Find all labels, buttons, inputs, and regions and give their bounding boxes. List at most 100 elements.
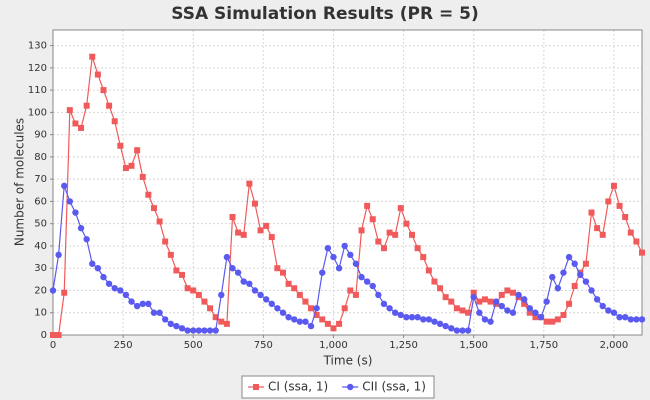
marker	[223, 253, 231, 261]
marker	[627, 229, 634, 236]
marker	[190, 327, 197, 334]
y-tick-label: 70	[34, 174, 47, 185]
marker	[253, 384, 259, 390]
marker	[352, 260, 360, 267]
marker	[341, 242, 348, 250]
marker	[262, 296, 270, 303]
marker	[464, 327, 472, 334]
marker	[532, 314, 539, 321]
marker	[504, 287, 511, 294]
marker	[285, 280, 292, 287]
marker	[487, 318, 494, 325]
marker	[111, 285, 118, 292]
x-tick-label: 1,750	[530, 340, 559, 351]
marker	[492, 298, 500, 305]
marker	[263, 222, 270, 229]
marker	[414, 313, 421, 321]
marker	[324, 244, 332, 252]
marker	[431, 318, 438, 325]
marker	[268, 234, 275, 241]
marker	[431, 278, 438, 285]
marker	[77, 224, 85, 232]
marker	[577, 271, 584, 279]
marker	[616, 313, 623, 321]
marker	[627, 316, 634, 323]
marker	[498, 302, 505, 310]
marker	[565, 253, 573, 261]
marker	[588, 209, 595, 216]
marker	[313, 311, 320, 318]
marker	[639, 249, 645, 256]
marker	[212, 327, 219, 334]
marker	[128, 162, 135, 169]
marker	[409, 231, 416, 238]
marker	[83, 102, 90, 109]
marker	[358, 227, 365, 234]
marker	[178, 325, 186, 332]
marker	[145, 191, 152, 198]
marker	[375, 238, 382, 245]
marker	[190, 287, 197, 294]
marker	[532, 309, 539, 316]
marker	[106, 102, 113, 109]
y-tick-label: 50	[34, 219, 47, 230]
marker	[234, 269, 242, 276]
marker	[291, 285, 298, 292]
marker	[100, 273, 107, 281]
marker	[566, 300, 573, 307]
marker	[633, 238, 640, 245]
marker	[308, 305, 315, 312]
marker	[72, 120, 79, 127]
marker	[285, 313, 292, 321]
x-tick-label: 1,000	[319, 340, 348, 351]
marker	[549, 273, 556, 281]
marker	[554, 285, 562, 292]
marker	[425, 316, 433, 323]
marker	[375, 291, 382, 299]
marker	[537, 313, 545, 321]
marker	[481, 316, 489, 323]
marker	[139, 300, 146, 308]
marker	[201, 298, 208, 305]
marker	[89, 53, 96, 60]
marker	[481, 296, 488, 303]
marker	[610, 309, 618, 316]
plot-border	[52, 29, 643, 336]
marker	[257, 227, 264, 234]
marker	[470, 289, 477, 296]
marker	[78, 124, 85, 131]
marker	[397, 311, 404, 319]
marker	[229, 265, 236, 272]
y-tick-label: 20	[34, 285, 47, 296]
marker	[380, 245, 387, 252]
x-tick-label: 0	[50, 340, 56, 351]
y-tick-label: 130	[28, 41, 47, 52]
marker	[145, 300, 152, 308]
marker	[605, 198, 612, 205]
y-tick-label: 10	[34, 308, 47, 319]
marker	[453, 305, 460, 312]
marker	[526, 309, 533, 316]
x-tick-label: 750	[254, 340, 273, 351]
y-tick-label: 40	[34, 241, 47, 252]
marker	[386, 305, 393, 312]
marker	[554, 316, 561, 323]
marker	[509, 289, 516, 296]
marker	[347, 383, 354, 391]
marker	[184, 327, 191, 334]
marker	[162, 238, 169, 245]
marker	[437, 285, 444, 292]
marker	[622, 214, 629, 221]
marker	[459, 307, 466, 314]
marker	[392, 231, 399, 238]
marker	[453, 327, 461, 334]
marker	[302, 298, 309, 305]
marker	[105, 280, 113, 287]
marker	[128, 298, 135, 305]
marker	[229, 214, 236, 221]
marker	[319, 316, 326, 323]
marker	[173, 267, 180, 274]
marker	[246, 280, 253, 287]
marker	[582, 278, 590, 285]
y-tick-label: 90	[34, 130, 47, 141]
